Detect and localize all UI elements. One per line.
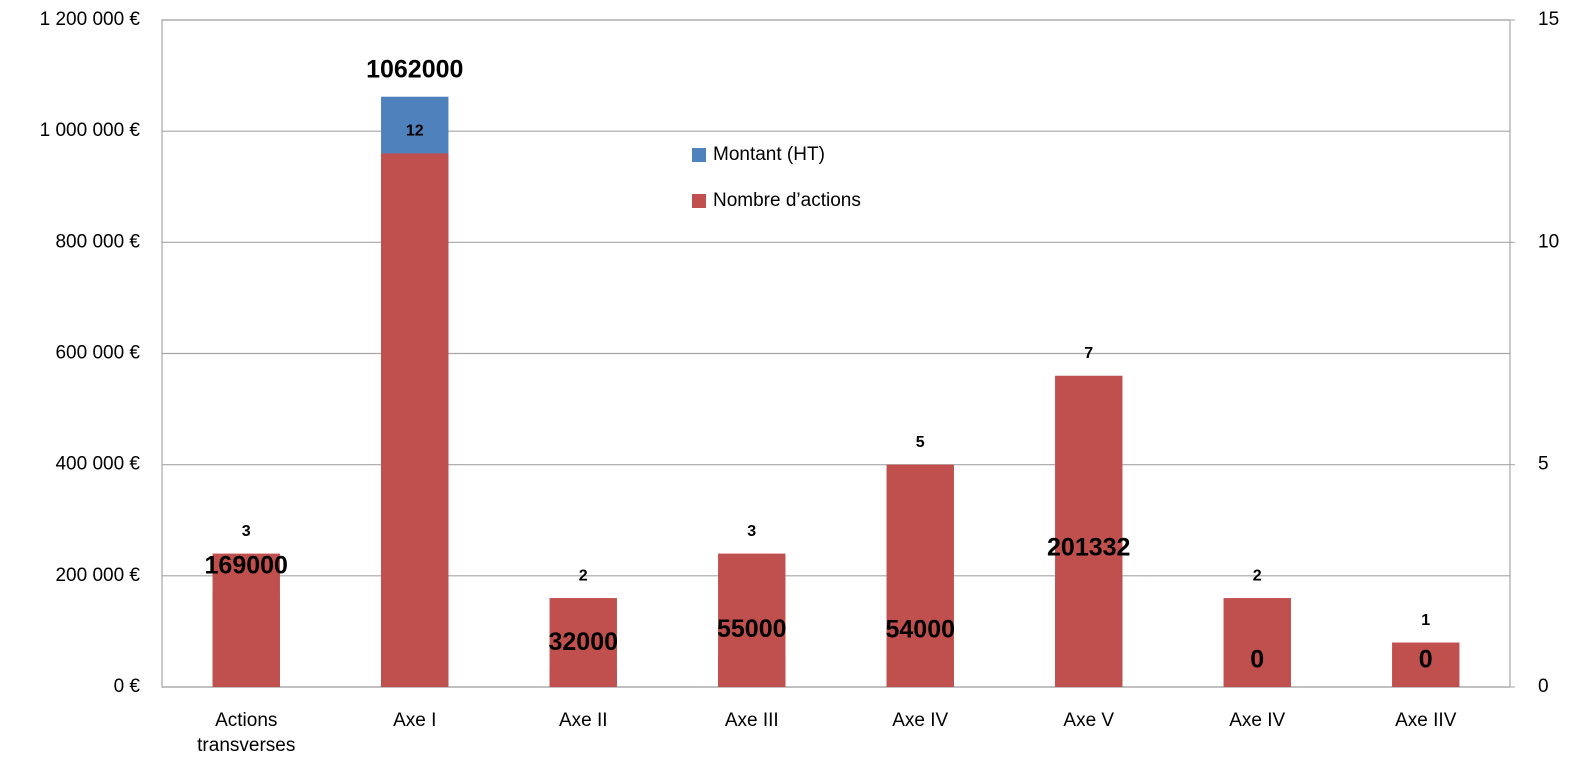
y-tick-label: 600 000 € <box>55 343 140 364</box>
bar <box>886 464 954 687</box>
x-tick-label: Actions transverses <box>197 710 296 756</box>
y-tick-label: 400 000 € <box>55 454 140 475</box>
x-tick-label: Axe IV <box>892 710 949 731</box>
y-tick-label: 800 000 € <box>55 231 140 252</box>
value-label: 3 <box>242 523 251 540</box>
value-label: 7 <box>1084 345 1093 362</box>
value-label: 0 <box>1250 646 1264 674</box>
value-label: 55000 <box>717 615 787 643</box>
bar <box>1055 375 1123 687</box>
bar <box>212 553 280 687</box>
y-tick-label: 1 200 000 € <box>40 9 141 30</box>
bar <box>718 553 786 687</box>
value-label: 12 <box>406 123 424 140</box>
legend-label: Montant (HT) <box>713 144 825 165</box>
x-tick-label: Axe V <box>1063 710 1115 731</box>
bar <box>549 598 617 687</box>
y-tick-label: 0 € <box>114 676 141 697</box>
y2-tick-label: 5 <box>1538 454 1549 475</box>
value-label: 5 <box>916 434 925 451</box>
x-tick-label: Axe II <box>558 710 608 731</box>
x-tick-label: Axe IV <box>1229 710 1286 731</box>
value-label: 169000 <box>205 552 288 580</box>
y2-tick-label: 10 <box>1538 231 1559 252</box>
value-label: 1062000 <box>366 55 463 83</box>
value-label: 54000 <box>885 616 955 644</box>
y-tick-label: 200 000 € <box>55 565 140 586</box>
value-label: 32000 <box>548 628 618 656</box>
value-label: 0 <box>1419 646 1433 674</box>
x-tick-label: Axe I <box>393 710 437 731</box>
value-label: 2 <box>1253 567 1262 584</box>
bar <box>1223 598 1291 687</box>
value-label: 2 <box>579 567 588 584</box>
value-label: 201332 <box>1047 534 1130 562</box>
legend-label: Nombre d’actions <box>713 190 861 211</box>
value-label: 3 <box>747 523 756 540</box>
x-tick-label: Axe III <box>724 710 779 731</box>
value-label: 1 <box>1421 612 1430 629</box>
bar <box>381 153 449 687</box>
y2-tick-label: 0 <box>1538 676 1549 697</box>
y-tick-label: 1 000 000 € <box>40 120 141 141</box>
legend-swatch <box>692 194 706 208</box>
legend-swatch <box>692 148 706 162</box>
y2-tick-label: 15 <box>1538 9 1559 30</box>
x-tick-label: Axe IIV <box>1395 710 1457 731</box>
bar <box>1392 642 1460 687</box>
